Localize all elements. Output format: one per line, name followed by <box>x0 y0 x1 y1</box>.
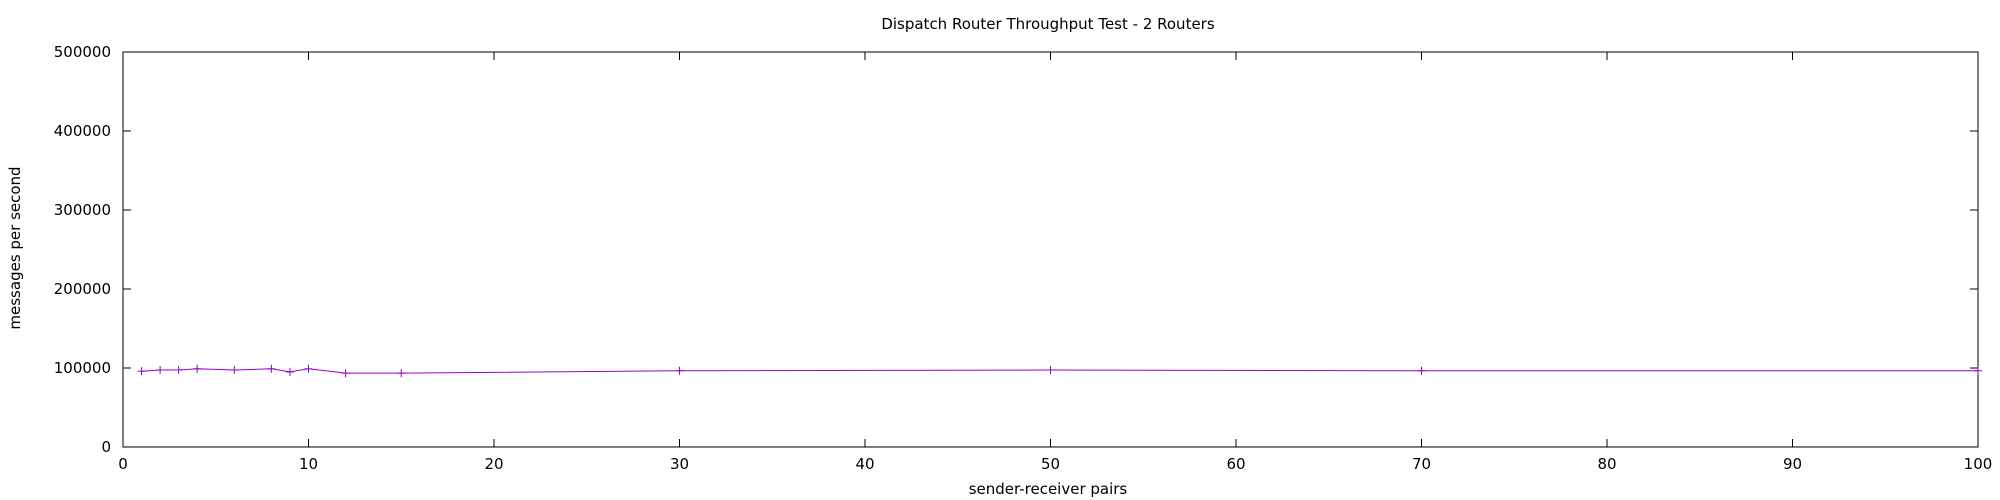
data-point-marker <box>137 367 146 376</box>
y-tick-label: 500000 <box>54 43 111 61</box>
plot-frame <box>122 51 1979 448</box>
y-tick-label: 400000 <box>54 122 111 140</box>
data-point-marker <box>675 366 684 375</box>
x-tick-label: 100 <box>1964 455 1993 473</box>
x-axis-label: sender-receiver pairs <box>969 480 1128 498</box>
data-point-marker <box>1417 366 1426 375</box>
x-tick-label: 70 <box>1412 455 1431 473</box>
data-point-marker <box>267 364 276 373</box>
x-tick-label: 90 <box>1783 455 1802 473</box>
data-point-marker <box>193 364 202 373</box>
data-point-marker <box>341 369 350 378</box>
chart-title: Dispatch Router Throughput Test - 2 Rout… <box>881 15 1215 33</box>
x-axis-ticks: 0 10 20 30 40 50 60 70 80 90 100 <box>118 52 1992 473</box>
data-point-marker <box>304 364 313 373</box>
data-point-marker <box>285 367 294 376</box>
plot-area: 0 10 20 30 40 50 60 70 80 90 100 0 100000 200000 3000… <box>54 43 1993 473</box>
x-tick-label: 30 <box>670 455 689 473</box>
series-line <box>141 368 1978 374</box>
x-tick-label: 80 <box>1597 455 1616 473</box>
y-tick-label: 0 <box>101 438 111 456</box>
data-point-marker <box>156 365 165 374</box>
y-tick-label: 300000 <box>54 201 111 219</box>
data-point-marker <box>1974 366 1982 375</box>
x-tick-label: 60 <box>1226 455 1245 473</box>
y-axis-ticks: 0 100000 200000 300000 400000 500000 <box>54 43 1978 456</box>
y-axis-label: messages per second <box>6 166 24 329</box>
x-tick-label: 20 <box>484 455 503 473</box>
y-tick-label: 100000 <box>54 359 111 377</box>
x-tick-label: 40 <box>855 455 874 473</box>
x-tick-label: 10 <box>299 455 318 473</box>
series-layer <box>137 364 1982 378</box>
data-point-marker <box>230 365 239 374</box>
data-point-marker <box>174 365 183 374</box>
x-tick-label: 50 <box>1041 455 1060 473</box>
data-point-marker <box>1046 365 1055 374</box>
y-tick-label: 200000 <box>54 280 111 298</box>
x-tick-label: 0 <box>118 455 128 473</box>
data-point-marker <box>397 369 406 378</box>
